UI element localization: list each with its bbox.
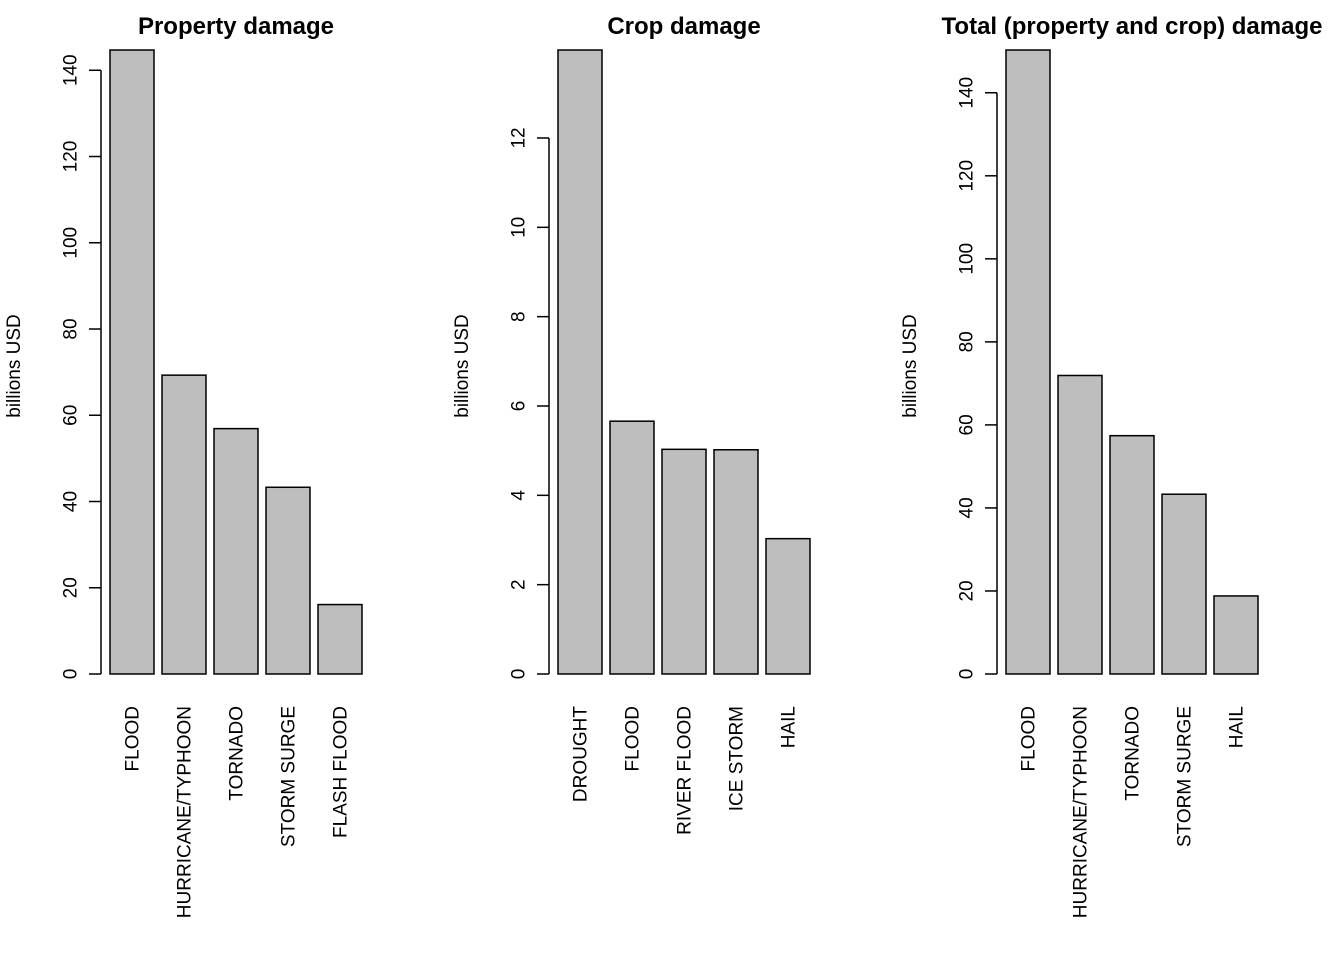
bar: [1213, 595, 1259, 675]
category-label: FLOOD: [123, 706, 144, 771]
y-tick-label: 60: [61, 405, 82, 426]
category-label: STORM SURGE: [279, 706, 300, 847]
bar: [161, 374, 207, 675]
category-label: FLOOD: [623, 706, 644, 771]
category-labels: FLOOD HURRICANE/TYPHOON TORNADO STORM SURGE…: [123, 706, 352, 918]
category-labels: FLOOD HURRICANE/TYPHOON TORNADO STORM SURGE…: [1019, 706, 1248, 918]
y-tick-label: 120: [61, 141, 82, 173]
y-tick-label: 100: [957, 243, 978, 275]
category-label: TORNADO: [1123, 706, 1144, 801]
panel-title: Crop damage: [607, 13, 760, 40]
y-tick-label: 80: [61, 318, 82, 339]
bar: [109, 49, 155, 675]
y-tick-label: 60: [957, 414, 978, 435]
y-tick-label: 0: [957, 669, 978, 680]
bar: [609, 420, 655, 675]
y-tick-label: 4: [509, 490, 530, 501]
y-tick-label: 10: [509, 217, 530, 238]
bars-group: [109, 49, 363, 675]
panel-title: Property damage: [138, 13, 334, 40]
y-tick-label: 40: [61, 491, 82, 512]
y-tick-label: 20: [61, 577, 82, 598]
category-label: RIVER FLOOD: [675, 706, 696, 835]
y-axis: 0 20 40 60 80 100 120 140: [957, 77, 998, 680]
bar: [1005, 49, 1051, 675]
bar: [661, 448, 707, 675]
panel-total-damage: Total (property and crop) damage billion…: [900, 13, 1322, 918]
y-tick-label: 80: [957, 331, 978, 352]
y-tick-label: 140: [957, 77, 978, 109]
y-tick-label: 40: [957, 497, 978, 518]
category-label: DROUGHT: [571, 706, 592, 802]
bar: [713, 449, 759, 675]
bar: [1057, 374, 1103, 675]
y-tick-label: 20: [957, 580, 978, 601]
y-axis-label: billions USD: [452, 314, 473, 417]
y-tick-label: 100: [61, 227, 82, 259]
panel-property-damage: Property damage billions USD 0 20 40 60 80 10…: [4, 13, 363, 918]
bar: [317, 603, 363, 675]
bars-group: [1005, 49, 1259, 675]
y-tick-label: 6: [509, 401, 530, 412]
y-tick-label: 140: [61, 54, 82, 86]
bars-group: [557, 49, 811, 675]
y-tick-label: 0: [509, 669, 530, 680]
bar: [1109, 434, 1155, 675]
y-axis: 0 20 40 60 80 100 120 140: [61, 54, 102, 680]
category-label: HURRICANE/TYPHOON: [175, 706, 196, 918]
category-labels: DROUGHT FLOOD RIVER FLOOD ICE STORM HAIL: [571, 706, 800, 835]
y-tick-label: 8: [509, 311, 530, 322]
y-tick-label: 120: [957, 160, 978, 192]
category-label: ICE STORM: [727, 706, 748, 811]
bar: [265, 486, 311, 675]
panel-title: Total (property and crop) damage: [942, 13, 1323, 40]
y-tick-label: 12: [509, 127, 530, 148]
bar: [1161, 493, 1207, 675]
category-label: FLOOD: [1019, 706, 1040, 771]
category-label: TORNADO: [227, 706, 248, 801]
panel-crop-damage: Crop damage billions USD 0 2 4 6 8 10 12 DROUG…: [452, 13, 811, 835]
y-axis: 0 2 4 6 8 10 12: [509, 127, 550, 680]
y-axis-label: billions USD: [4, 314, 25, 417]
y-tick-label: 0: [61, 669, 82, 680]
category-label: HAIL: [1227, 706, 1248, 748]
category-label: FLASH FLOOD: [331, 706, 352, 838]
y-tick-label: 2: [509, 579, 530, 590]
category-label: HURRICANE/TYPHOON: [1071, 706, 1092, 918]
y-axis-label: billions USD: [900, 314, 921, 417]
bar: [557, 49, 603, 675]
category-label: STORM SURGE: [1175, 706, 1196, 847]
category-label: HAIL: [779, 706, 800, 748]
bar: [213, 427, 259, 675]
bar: [765, 537, 811, 675]
